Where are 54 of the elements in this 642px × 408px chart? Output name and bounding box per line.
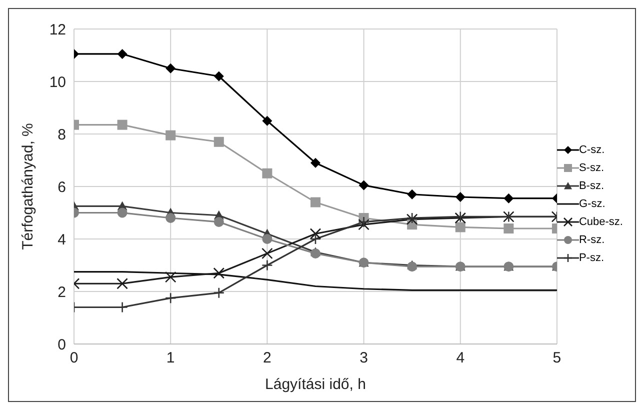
point: [358, 216, 370, 228]
point: [164, 292, 176, 304]
x-axis-title: Lágyítási idő, h: [265, 376, 366, 393]
legend-label: P-sz.: [578, 252, 604, 264]
point: [310, 228, 322, 240]
point: [116, 278, 128, 290]
legend-label: G-sz.: [578, 198, 606, 210]
legend-label: C-sz.: [578, 144, 605, 156]
y-tick-label: 6: [58, 178, 66, 196]
point: [504, 224, 514, 234]
point: [262, 248, 273, 260]
point: [166, 130, 176, 140]
point: [358, 218, 370, 230]
y-tick-label: 2: [58, 284, 66, 301]
y-tick-label: 4: [58, 231, 66, 248]
point: [214, 216, 224, 227]
point: [166, 213, 176, 223]
x-tick-label: 3: [360, 350, 368, 367]
y-tick-label: 8: [58, 126, 66, 144]
legend-label: Cube-sz.: [578, 216, 623, 228]
point: [504, 193, 514, 204]
point: [358, 180, 369, 190]
point: [117, 208, 128, 218]
point: [213, 267, 225, 279]
point: [213, 287, 225, 298]
point: [455, 222, 466, 232]
y-tick-label: 0: [58, 336, 66, 354]
point: [164, 271, 176, 283]
point: [262, 234, 272, 244]
point: [117, 48, 128, 59]
legend-label: B-sz.: [578, 180, 604, 192]
point: [310, 158, 320, 168]
point: [117, 120, 128, 130]
legend-label: S-sz.: [578, 162, 604, 174]
point: [455, 192, 466, 202]
y-tick-label: 12: [49, 21, 66, 38]
x-tick-label: 5: [552, 350, 562, 367]
point: [407, 189, 418, 200]
x-tick-label: 4: [456, 350, 465, 367]
x-tick-label: 0: [70, 350, 78, 367]
point: [166, 63, 176, 74]
point: [262, 168, 272, 178]
y-tick-label: 10: [49, 74, 66, 91]
legend-label: R-sz.: [578, 234, 605, 246]
point: [262, 260, 273, 271]
point: [214, 136, 224, 147]
point: [310, 197, 320, 208]
point: [407, 262, 418, 272]
point: [214, 71, 224, 82]
y-axis-title: Térfogathányad, %: [19, 123, 36, 250]
x-tick-label: 2: [263, 350, 272, 367]
point: [262, 116, 272, 126]
x-tick-label: 1: [166, 350, 175, 367]
point: [310, 233, 322, 245]
